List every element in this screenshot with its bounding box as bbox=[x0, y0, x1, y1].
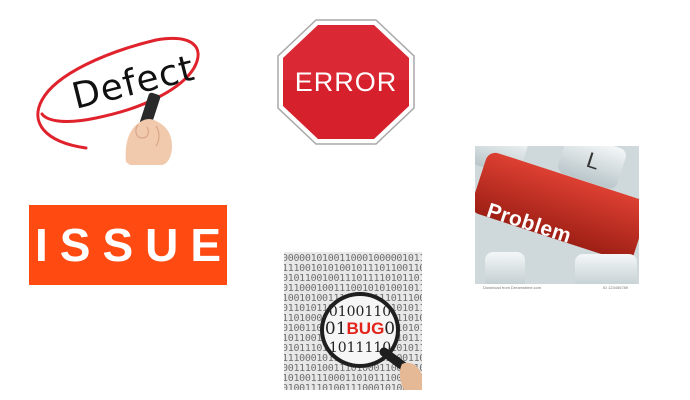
keyboard-keys: L bbox=[475, 146, 639, 284]
binary-row: 1110010101001011101100110 bbox=[284, 263, 422, 274]
lens-left: 01 bbox=[324, 319, 347, 339]
error-text: ERROR bbox=[294, 67, 398, 97]
footer-left: Download from Dreamstime.com bbox=[483, 285, 542, 290]
issue-text: ISSUE bbox=[34, 219, 234, 271]
lens-row-bug: 01BUG0 bbox=[324, 319, 396, 339]
binary-row: 0011101001110100011001110 bbox=[284, 363, 422, 374]
defect-circle bbox=[36, 37, 200, 165]
keyboard: L Problem bbox=[475, 146, 639, 284]
binary-row: 0000010100110001000001011001 bbox=[284, 253, 422, 264]
binary-row: 1010011100011010111001010 bbox=[284, 373, 422, 384]
magnifying-glass-lens: 0100110 01BUG0 1011110 bbox=[320, 292, 400, 368]
problem-keyboard-image: L Problem Download from Dreamstime.com I… bbox=[475, 146, 639, 296]
lens-row-bottom: 1011110 bbox=[328, 340, 392, 356]
binary-row: 0110001001110010101001011 bbox=[284, 283, 422, 294]
issue-banner: ISSUE bbox=[29, 205, 227, 285]
binary-row: 0100111010011100010100111 bbox=[284, 383, 422, 391]
stock-footer: Download from Dreamstime.com ID 12345678… bbox=[475, 284, 639, 296]
bug-magnifier-image: 0000010100110001000001011001 11100101010… bbox=[284, 252, 422, 390]
binary-row: 0101100100111011110101101 bbox=[284, 273, 422, 284]
defect-image: Defect bbox=[26, 30, 206, 165]
lens-row-top: 0100110 bbox=[328, 304, 392, 320]
error-stop-sign: ERROR bbox=[276, 18, 416, 146]
bug-text: BUG bbox=[346, 319, 385, 338]
footer-right: ID 123456789 bbox=[603, 285, 629, 290]
stop-sign-icon bbox=[277, 19, 415, 145]
hand-icon bbox=[125, 92, 172, 165]
magnifier-handle-icon bbox=[379, 347, 422, 390]
lens-right: 0 bbox=[384, 319, 396, 339]
